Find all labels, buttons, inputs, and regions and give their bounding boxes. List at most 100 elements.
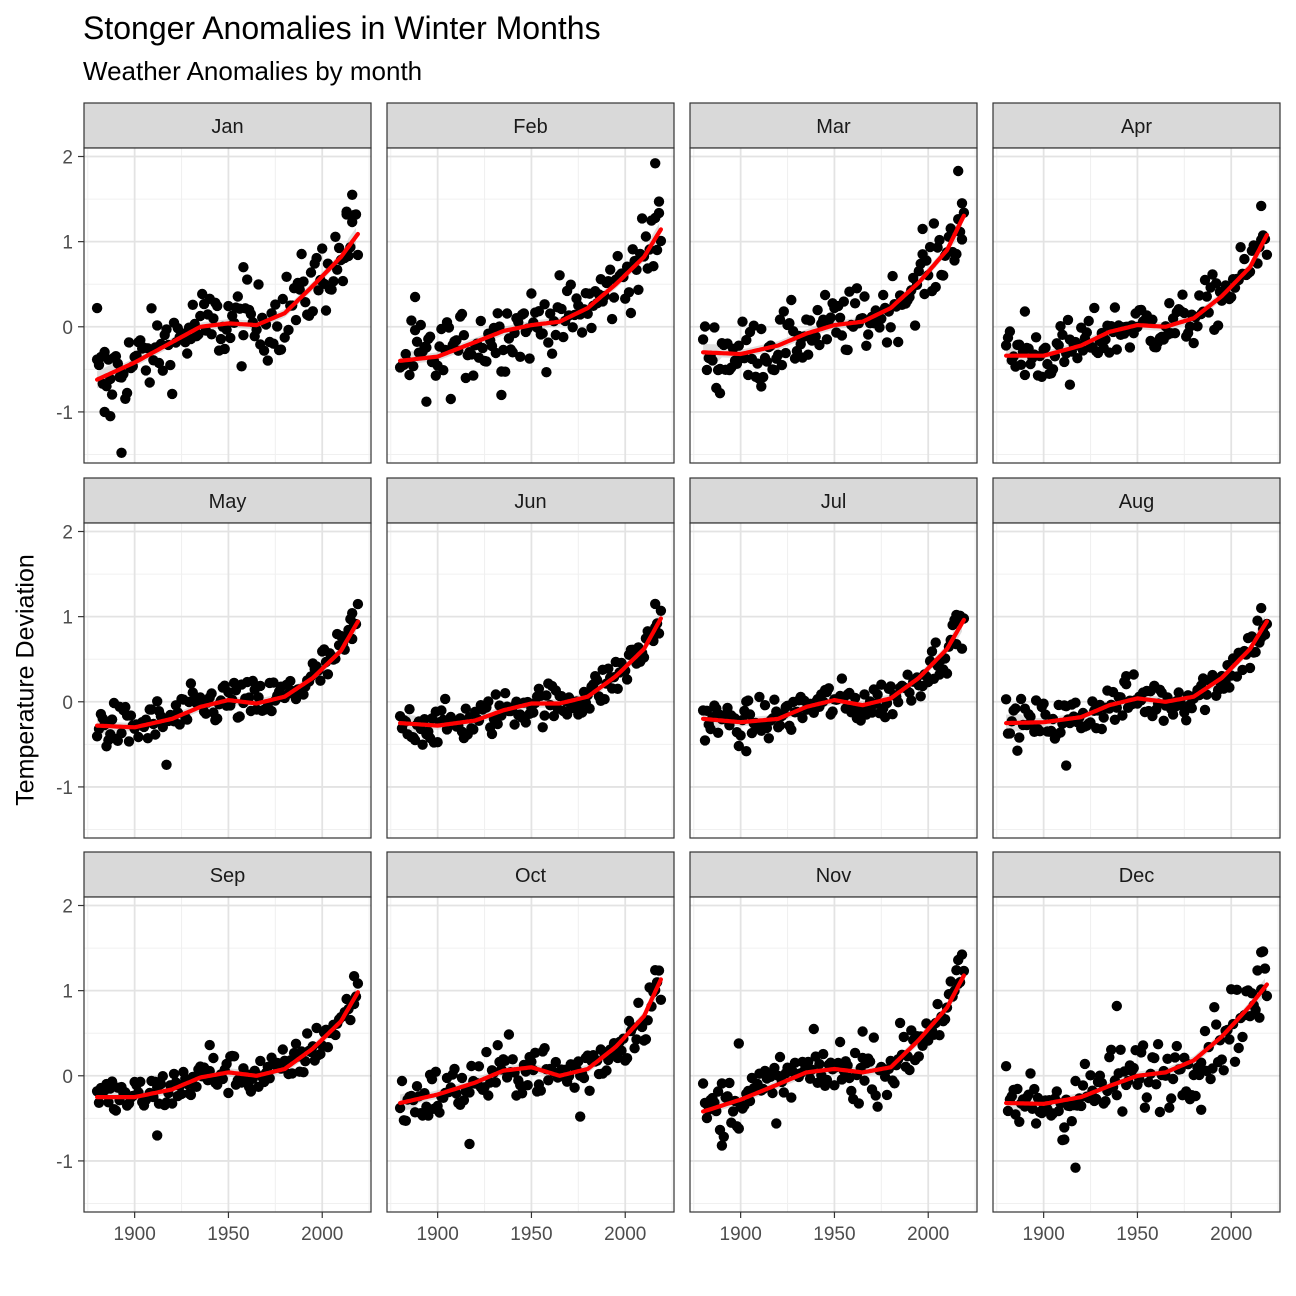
data-point: [928, 218, 940, 229]
data-point: [1096, 1077, 1108, 1089]
facet-strip: [689, 851, 978, 898]
data-point: [1149, 1052, 1160, 1064]
data-point: [451, 335, 462, 346]
smooth-line: [701, 213, 966, 357]
data-point: [958, 207, 970, 218]
data-point: [878, 289, 889, 301]
panel-background: [993, 148, 1280, 463]
data-point: [1181, 715, 1192, 726]
data-point: [735, 730, 746, 741]
data-point: [290, 693, 302, 705]
data-point: [1077, 1080, 1089, 1091]
data-point: [650, 598, 661, 610]
data-point: [245, 1086, 257, 1097]
data-point: [603, 663, 614, 674]
data-point: [411, 1081, 423, 1092]
data-point: [1055, 727, 1066, 738]
data-point: [752, 358, 763, 369]
data-point: [112, 358, 124, 369]
panel-border: [689, 896, 978, 1213]
data-point: [516, 1088, 528, 1099]
smooth-ribbon: [97, 616, 356, 735]
data-point: [716, 1140, 728, 1151]
facet-strip-label: Aug: [1119, 491, 1155, 513]
data-point: [311, 1022, 322, 1034]
data-point: [503, 1029, 515, 1040]
data-point: [934, 234, 945, 246]
data-point: [1224, 682, 1235, 693]
data-point: [322, 669, 334, 680]
data-point: [774, 1051, 786, 1063]
x-tick-label: 1900: [114, 1224, 156, 1245]
data-point: [565, 279, 576, 290]
chart-subtitle: Weather Anomalies by month: [83, 56, 423, 86]
data-point: [255, 680, 266, 692]
data-point: [584, 703, 595, 714]
data-point: [408, 361, 419, 372]
data-point: [1244, 662, 1256, 674]
y-tick-label: 0: [62, 693, 73, 714]
panel-border: [83, 147, 372, 464]
data-point: [496, 389, 507, 401]
data-point: [152, 696, 163, 707]
panel-border: [992, 896, 1281, 1213]
data-point: [116, 728, 127, 739]
data-point: [951, 248, 962, 260]
data-point: [1040, 342, 1051, 353]
data-point: [481, 356, 492, 367]
data-point: [1169, 328, 1181, 339]
data-point: [242, 274, 253, 285]
data-point: [208, 1052, 219, 1064]
data-point: [298, 276, 309, 287]
data-point: [653, 207, 665, 219]
data-point: [655, 994, 667, 1005]
data-point: [1139, 1102, 1151, 1113]
data-point: [786, 724, 797, 735]
data-point: [1055, 321, 1066, 332]
data-point: [330, 1029, 341, 1041]
data-point: [917, 223, 928, 235]
data-point: [144, 377, 155, 388]
data-point: [870, 1090, 881, 1101]
data-point: [106, 389, 118, 400]
data-point: [285, 675, 296, 687]
data-point: [653, 196, 665, 207]
data-point: [842, 344, 853, 356]
data-point: [733, 1123, 744, 1134]
y-tick-label: 0: [62, 1067, 73, 1088]
data-point: [1070, 1162, 1081, 1173]
data-point: [939, 1014, 951, 1025]
data-point: [315, 675, 326, 686]
data-point: [1252, 615, 1263, 626]
data-point: [714, 388, 726, 399]
data-point: [707, 355, 718, 366]
data-point: [483, 696, 494, 707]
data-point: [778, 306, 789, 317]
data-point: [1188, 337, 1199, 349]
facet-strip: [992, 851, 1281, 898]
panel-border: [689, 147, 978, 464]
data-point: [520, 717, 531, 728]
data-point: [904, 687, 915, 698]
data-point: [1216, 1054, 1228, 1065]
data-point: [533, 306, 545, 317]
data-point: [1030, 332, 1042, 343]
data-point: [804, 315, 816, 326]
data-point: [219, 343, 230, 355]
data-point: [601, 1065, 612, 1076]
data-point: [651, 244, 663, 256]
facet-strip-label: Dec: [1119, 865, 1155, 887]
data-point: [812, 304, 823, 316]
data-point: [733, 340, 744, 351]
data-point: [522, 1080, 533, 1091]
data-point: [253, 692, 264, 703]
data-point: [348, 971, 360, 982]
data-point: [716, 1078, 728, 1089]
data-point: [803, 1056, 814, 1068]
data-point: [1004, 728, 1016, 739]
data-point: [1053, 340, 1064, 351]
data-point: [627, 244, 638, 255]
data-point: [778, 1087, 789, 1098]
data-point: [400, 1115, 411, 1127]
data-point: [221, 324, 232, 335]
